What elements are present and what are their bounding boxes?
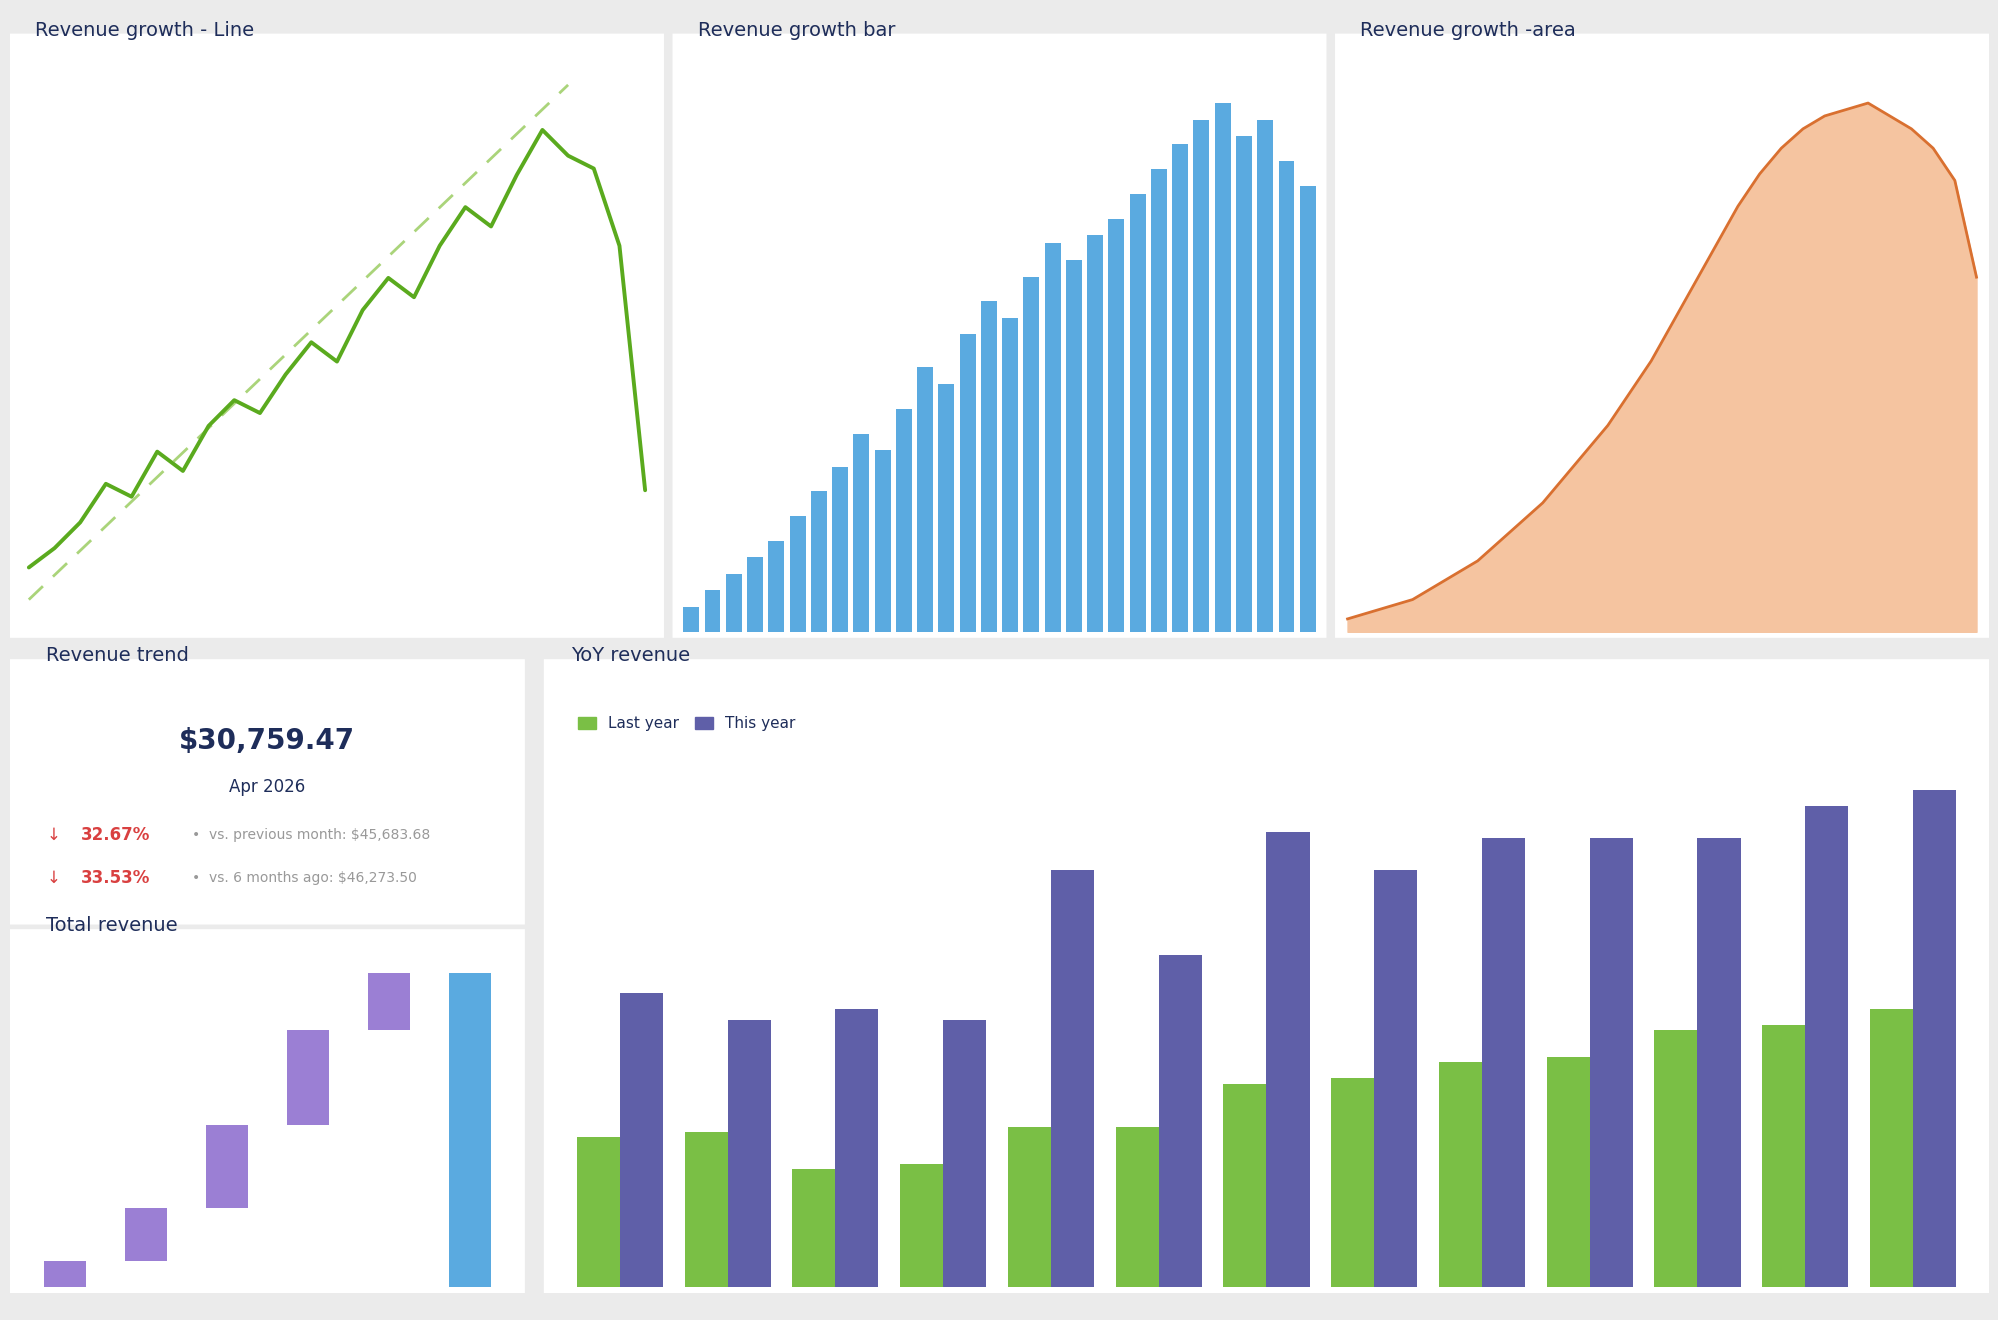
Text: Revenue growth -area: Revenue growth -area: [1359, 21, 1574, 40]
Text: Revenue trend: Revenue trend: [46, 647, 190, 665]
Bar: [450, 973, 492, 1287]
Bar: [767, 541, 783, 632]
Text: ↓: ↓: [46, 826, 60, 843]
Bar: [1115, 1126, 1159, 1287]
Bar: [1223, 1084, 1267, 1287]
Bar: [206, 1125, 248, 1209]
Bar: [683, 1131, 727, 1287]
Bar: [899, 1164, 943, 1287]
Bar: [917, 367, 933, 632]
Bar: [853, 433, 869, 632]
Bar: [1065, 260, 1081, 632]
Text: $30,759.47: $30,759.47: [180, 727, 356, 755]
Bar: [1654, 1030, 1696, 1287]
Bar: [1007, 1126, 1051, 1287]
Bar: [1439, 1063, 1481, 1287]
Bar: [1051, 870, 1093, 1287]
Bar: [1107, 219, 1123, 632]
Text: •  vs. previous month: $45,683.68: • vs. previous month: $45,683.68: [192, 828, 430, 842]
Bar: [1257, 120, 1273, 632]
Bar: [1588, 838, 1632, 1287]
Bar: [1159, 956, 1201, 1287]
Bar: [937, 384, 953, 632]
Bar: [1331, 1078, 1373, 1287]
Bar: [835, 1008, 877, 1287]
Bar: [1171, 144, 1187, 632]
Bar: [1267, 833, 1309, 1287]
Bar: [1235, 136, 1251, 632]
Bar: [1804, 805, 1848, 1287]
Bar: [44, 1261, 86, 1287]
Text: •  vs. 6 months ago: $46,273.50: • vs. 6 months ago: $46,273.50: [192, 871, 418, 884]
Bar: [1023, 277, 1039, 632]
Bar: [791, 1170, 835, 1287]
Bar: [1299, 186, 1315, 632]
Bar: [577, 1138, 619, 1287]
Bar: [1279, 161, 1295, 632]
Text: Revenue growth - Line: Revenue growth - Line: [36, 21, 254, 40]
Bar: [1760, 1024, 1804, 1287]
Bar: [1546, 1057, 1588, 1287]
Text: Revenue growth bar: Revenue growth bar: [697, 21, 895, 40]
Bar: [831, 466, 847, 632]
Bar: [1045, 243, 1061, 632]
Bar: [1373, 870, 1417, 1287]
Bar: [943, 1019, 985, 1287]
Bar: [1912, 789, 1956, 1287]
Bar: [1868, 1008, 1912, 1287]
Bar: [1001, 318, 1017, 632]
Bar: [895, 409, 911, 632]
Bar: [959, 334, 975, 632]
Bar: [619, 993, 663, 1287]
Bar: [1696, 838, 1740, 1287]
Bar: [1193, 120, 1209, 632]
Text: 32.67%: 32.67%: [82, 826, 150, 843]
Bar: [124, 1209, 166, 1261]
Text: YoY revenue: YoY revenue: [571, 647, 689, 665]
Bar: [981, 301, 997, 632]
Bar: [789, 516, 805, 632]
Text: 33.53%: 33.53%: [82, 869, 150, 887]
Bar: [875, 450, 891, 632]
Bar: [703, 590, 719, 632]
Bar: [288, 1031, 330, 1125]
Bar: [368, 973, 410, 1031]
Text: ↓: ↓: [46, 869, 60, 887]
Bar: [725, 574, 741, 632]
Legend: Last year, This year: Last year, This year: [571, 710, 801, 738]
Bar: [727, 1019, 771, 1287]
Bar: [683, 607, 699, 632]
Bar: [811, 491, 827, 632]
Bar: [1151, 169, 1167, 632]
Text: Apr 2026: Apr 2026: [230, 777, 306, 796]
Bar: [1481, 838, 1524, 1287]
Bar: [1215, 103, 1231, 632]
Text: Total revenue: Total revenue: [46, 916, 178, 935]
Bar: [1087, 235, 1103, 632]
Bar: [747, 557, 763, 632]
Bar: [1129, 194, 1145, 632]
